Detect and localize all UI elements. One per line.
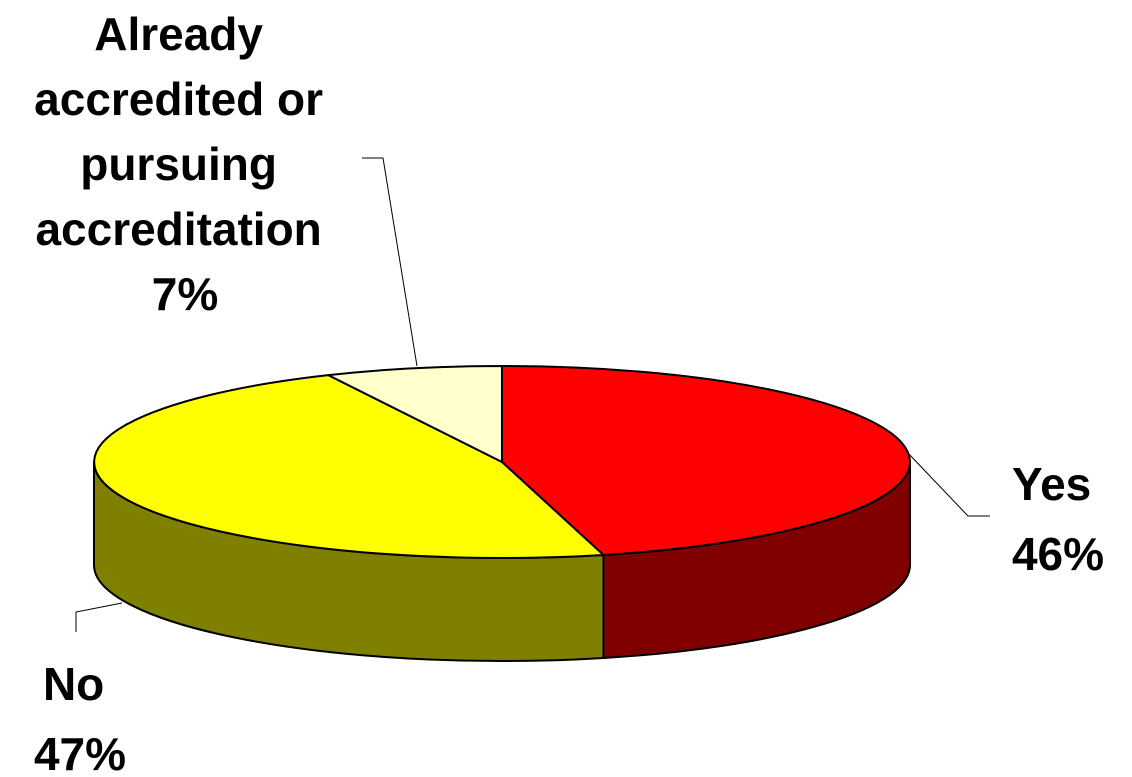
leader-line-accredited <box>362 157 418 367</box>
label-no: No 47% <box>34 658 126 777</box>
label-accredited: Already accredited or pursuing accredita… <box>34 8 336 320</box>
leader-line-yes <box>906 451 990 517</box>
label-yes-line: 46% <box>1012 528 1104 580</box>
label-accredited-line: pursuing <box>80 138 277 190</box>
label-yes-line: Yes <box>1012 458 1091 510</box>
pie-slice-accredited <box>327 365 503 463</box>
label-accredited-line: accreditation <box>35 203 321 255</box>
label-accredited-line: accredited or <box>34 73 323 125</box>
pie-slice-yes <box>501 365 911 556</box>
pie-tops <box>93 365 911 559</box>
label-accredited-line: Already <box>94 8 263 60</box>
leader-line-no <box>75 602 123 632</box>
label-yes: Yes 46% <box>1012 458 1104 580</box>
label-accredited-line: 7% <box>152 268 218 320</box>
label-no-line: No <box>43 658 104 710</box>
leader-lines <box>75 157 990 632</box>
pie-slice-no <box>93 374 605 559</box>
label-no-line: 47% <box>34 728 126 777</box>
